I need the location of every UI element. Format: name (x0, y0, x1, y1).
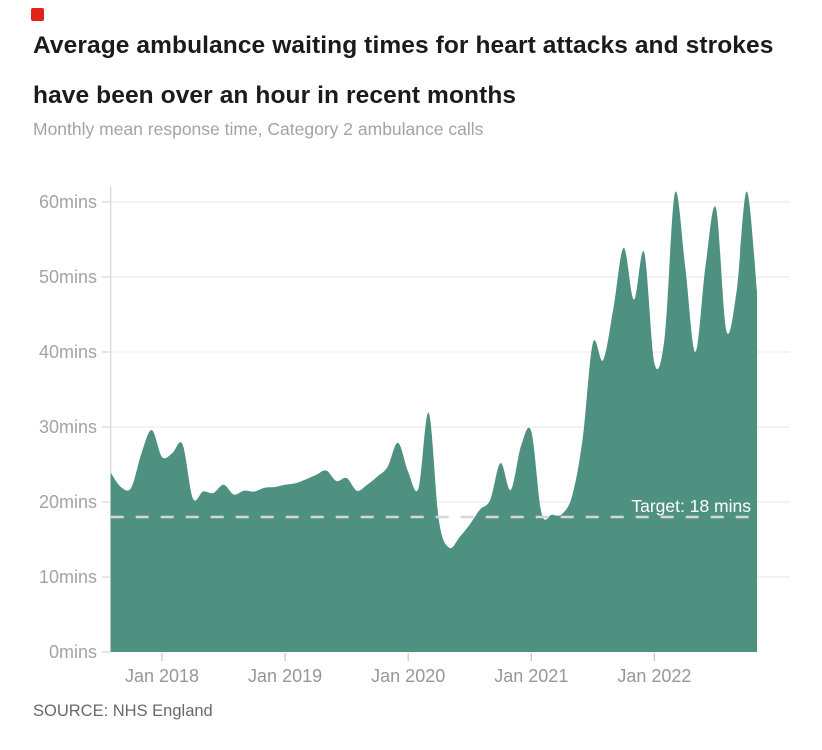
x-axis-label: Jan 2018 (125, 666, 199, 686)
target-line-label: Target: 18 mins (631, 496, 751, 516)
y-axis-label: 50mins (39, 267, 97, 287)
x-axis-label: Jan 2019 (248, 666, 322, 686)
source-caption: SOURCE: NHS England (33, 702, 213, 720)
x-axis-label: Jan 2020 (371, 666, 445, 686)
chart-title-line-2: have been over an hour in recent months (33, 82, 517, 109)
y-axis-label: 60mins (39, 192, 97, 212)
chart-title-line-1: Average ambulance waiting times for hear… (33, 32, 774, 59)
y-axis-label: 0mins (49, 642, 97, 662)
chart-subtitle: Monthly mean response time, Category 2 a… (33, 119, 484, 139)
y-axis-label: 20mins (39, 492, 97, 512)
y-axis-label: 30mins (39, 417, 97, 437)
y-axis-label: 40mins (39, 342, 97, 362)
sky-logo-mark (31, 8, 44, 21)
x-axis-label: Jan 2022 (617, 666, 691, 686)
x-axis-label: Jan 2021 (494, 666, 568, 686)
y-axis-label: 10mins (39, 567, 97, 587)
chart-title: Average ambulance waiting times for hear… (33, 21, 773, 121)
response-time-area-series (110, 191, 757, 652)
series-layer (110, 191, 757, 652)
